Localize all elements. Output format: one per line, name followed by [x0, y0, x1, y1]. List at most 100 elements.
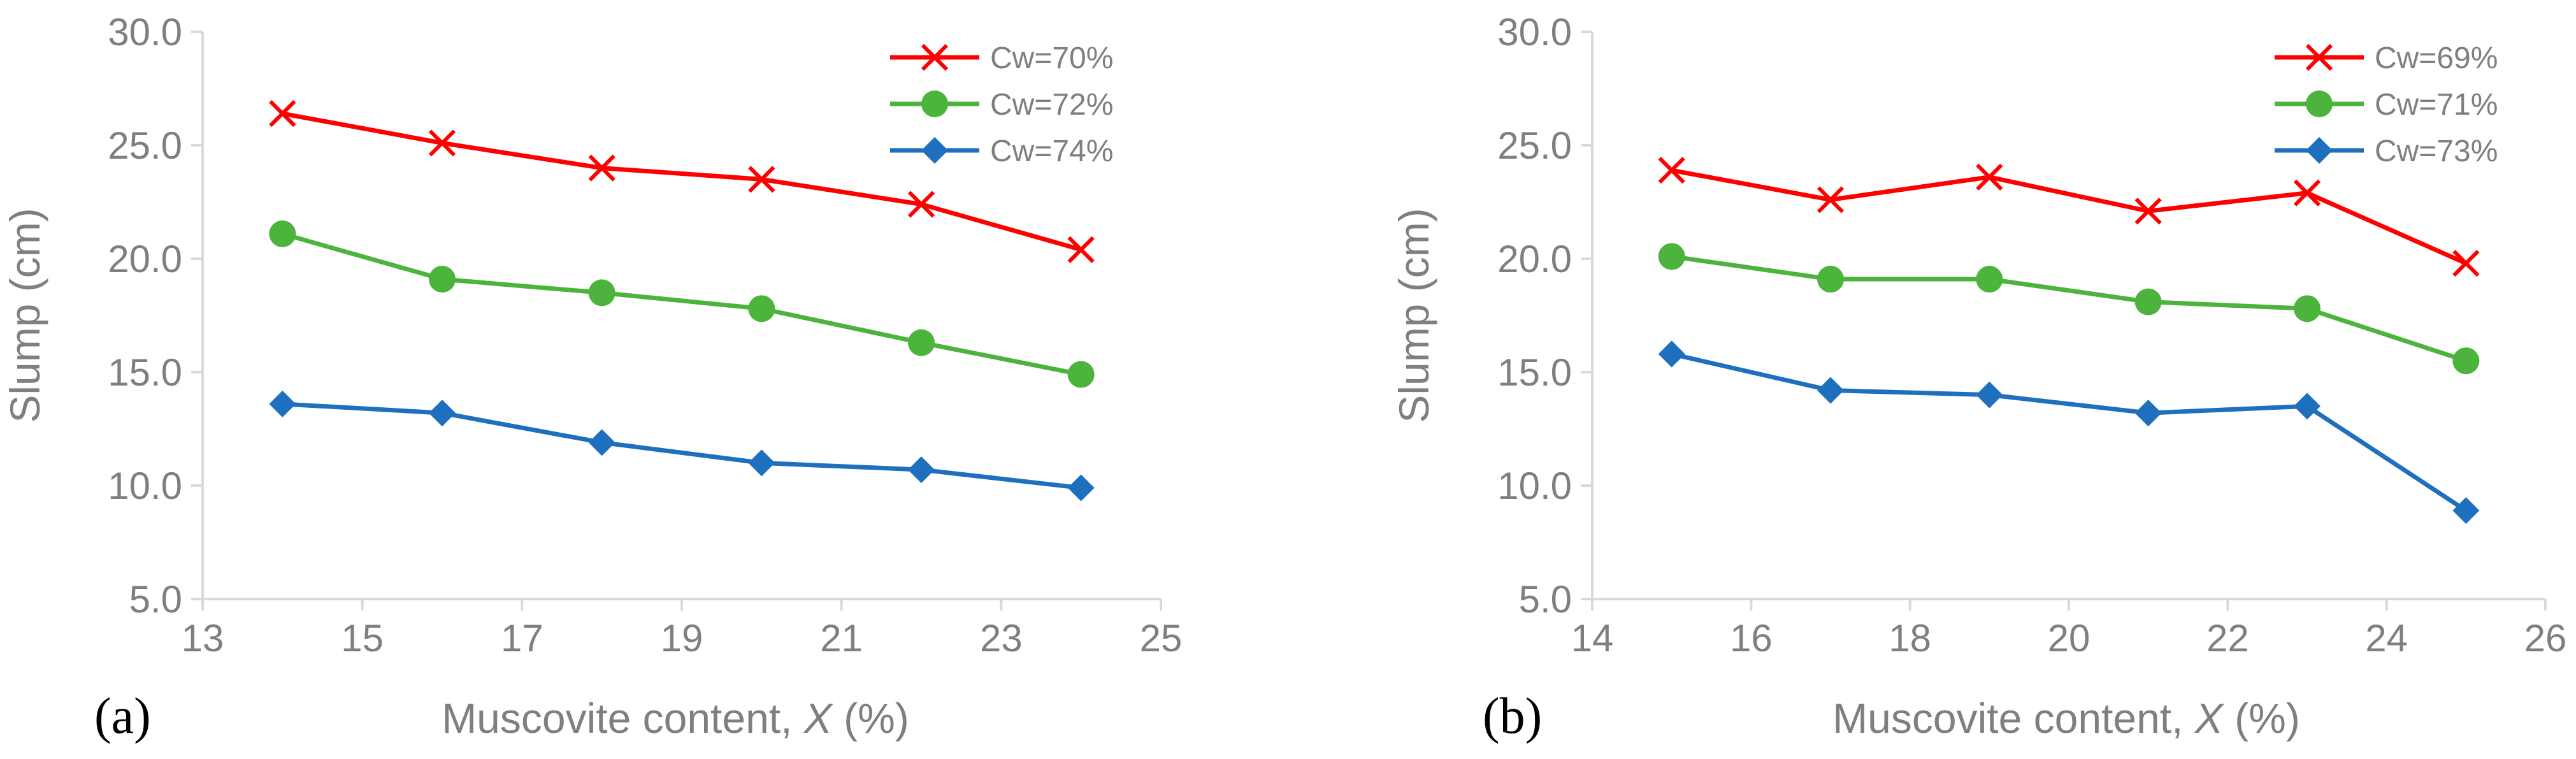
series-cw71: [1658, 243, 2480, 375]
legend-label: Cw=74%: [990, 134, 1113, 168]
legend-marker: [2306, 90, 2333, 117]
data-point: [588, 154, 615, 182]
data-point: [269, 220, 296, 247]
legend-marker: [2306, 137, 2333, 164]
x-tick-label: 22: [2206, 617, 2249, 660]
y-tick-label: 10.0: [108, 465, 182, 507]
panel-label: (a): [94, 688, 151, 744]
y-tick-label: 20.0: [1497, 238, 1572, 280]
data-point: [428, 129, 456, 157]
data-point: [429, 266, 456, 293]
x-tick-label: 19: [661, 617, 703, 660]
legend-marker: [921, 137, 948, 164]
series-line: [1671, 168, 2467, 266]
data-point: [429, 400, 456, 427]
data-point: [588, 429, 615, 456]
legend-label: Cw=69%: [2375, 41, 2498, 75]
y-axis-title: Slump (cm): [1, 208, 48, 423]
y-tick-label: 15.0: [108, 351, 182, 394]
data-point: [588, 279, 615, 307]
data-point: [1658, 243, 1685, 270]
data-point: [1817, 266, 1844, 293]
x-tick-label: 25: [1140, 617, 1183, 660]
x-axis-title-suffix: (%): [2223, 695, 2300, 742]
legend-label: Cw=70%: [990, 41, 1113, 75]
series-cw73: [1658, 340, 2480, 524]
data-point: [1067, 236, 1095, 263]
chart-panel-a: 5.0 10.0 15.0 20.0 25.0 30.0 13 15 17 19 21 23 25 Slu…: [1, 11, 1182, 744]
series-line: [282, 111, 1082, 252]
x-tick-label: 13: [182, 617, 224, 660]
y-tick-label: 25.0: [1497, 124, 1572, 167]
data-point: [1976, 163, 2003, 191]
data-point: [908, 329, 935, 356]
x-axis-title-prefix: Muscovite content,: [442, 695, 804, 742]
legend-item: Cw=70%: [890, 41, 1113, 75]
legend-item: Cw=71%: [2275, 88, 2498, 122]
series-line: [1671, 352, 2468, 513]
x-axis-title-suffix: (%): [832, 695, 909, 742]
panel-label: (b): [1483, 688, 1542, 744]
data-point: [2134, 198, 2162, 225]
data-point: [269, 100, 296, 127]
x-tick-label: 26: [2524, 617, 2567, 660]
x-axis-title-variable: X: [803, 695, 834, 742]
legend-label: Cw=71%: [2375, 88, 2498, 122]
legend-label: Cw=73%: [2375, 134, 2498, 168]
data-point: [1817, 186, 1845, 213]
y-tick-label: 20.0: [108, 238, 182, 280]
x-tick-label: 16: [1730, 617, 1773, 660]
data-point: [269, 390, 296, 417]
data-point: [1067, 474, 1095, 502]
legend-item: Cw=73%: [2275, 134, 2498, 168]
data-point: [2452, 497, 2480, 524]
data-point: [2134, 288, 2162, 315]
x-axis-title: Muscovite content, X (%): [1832, 695, 2300, 742]
data-point: [748, 166, 775, 193]
legend: Cw=69% Cw=71% Cw=73%: [2275, 41, 2498, 168]
y-tick-label: 25.0: [108, 124, 182, 167]
x-tick-label: 23: [980, 617, 1023, 660]
series-cw72: [269, 220, 1095, 388]
y-tick-label: 10.0: [1497, 465, 1572, 507]
data-point: [1817, 377, 1844, 404]
data-point: [1976, 381, 2003, 408]
legend-label: Cw=72%: [990, 88, 1113, 122]
series-line: [1671, 254, 2467, 363]
x-tick-label: 15: [341, 617, 384, 660]
data-point: [1976, 266, 2003, 293]
legend-item: Cw=72%: [890, 88, 1113, 122]
data-point: [908, 456, 935, 484]
series-cw74: [269, 390, 1095, 502]
legend: Cw=70% Cw=72% Cw=74%: [890, 41, 1113, 168]
legend-marker: [2305, 43, 2333, 71]
x-tick-label: 14: [1571, 617, 1614, 660]
series-cw69: [1658, 157, 2480, 277]
x-axis-title-prefix: Muscovite content,: [1832, 695, 2195, 742]
y-tick-label: 5.0: [129, 578, 182, 621]
data-point: [2134, 400, 2162, 427]
x-tick-label: 17: [501, 617, 543, 660]
y-tick-label: 30.0: [108, 11, 182, 54]
series-cw70: [269, 100, 1095, 263]
data-point: [907, 191, 935, 218]
x-tick-label: 24: [2365, 617, 2408, 660]
x-axis-title-variable: X: [2194, 695, 2225, 742]
legend-item: Cw=74%: [890, 134, 1113, 168]
data-point: [2294, 295, 2321, 322]
y-tick-label: 5.0: [1519, 578, 1572, 621]
data-point: [748, 295, 775, 322]
series-line: [282, 401, 1082, 491]
x-tick-label: 18: [1889, 617, 1931, 660]
data-point: [748, 449, 775, 477]
data-point: [2293, 179, 2321, 206]
legend-item: Cw=69%: [2275, 41, 2498, 75]
y-tick-label: 15.0: [1497, 351, 1572, 394]
y-tick-label: 30.0: [1497, 11, 1572, 54]
legend-marker: [921, 90, 948, 117]
data-point: [1658, 157, 1685, 184]
chart-panel-b: 5.0 10.0 15.0 20.0 25.0 30.0 14 16 18 20 22 24 26 Slu…: [1390, 11, 2566, 744]
legend-marker: [921, 43, 949, 71]
data-point: [2294, 393, 2321, 420]
